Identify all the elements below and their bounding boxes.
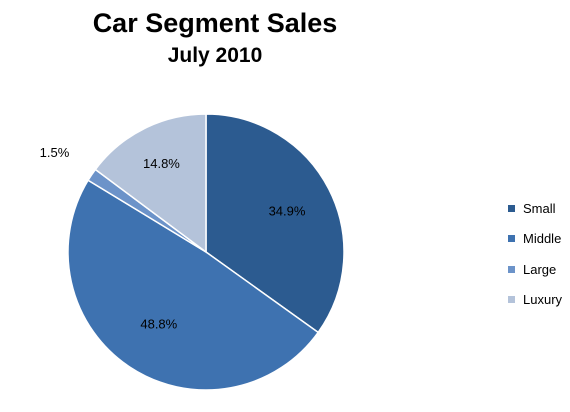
slice-label-luxury: 14.8% bbox=[143, 156, 180, 171]
legend-swatch bbox=[508, 296, 515, 303]
legend: Small Middle Large Luxury bbox=[508, 200, 562, 322]
legend-item-luxury: Luxury bbox=[508, 292, 562, 308]
chart-subtitle: July 2010 bbox=[167, 44, 263, 67]
legend-item-small: Small bbox=[508, 200, 562, 216]
slice-label-large: 1.5% bbox=[40, 145, 70, 160]
pie-slice-luxury bbox=[94, 113, 207, 254]
legend-swatch bbox=[508, 204, 515, 212]
legend-swatch bbox=[508, 265, 515, 273]
legend-item-middle: Middle bbox=[508, 231, 562, 247]
pie-slice-middle bbox=[67, 179, 320, 391]
slice-label-middle: 48.8% bbox=[140, 316, 177, 331]
pie-slice-small bbox=[205, 113, 345, 334]
slice-label-small: 34.9% bbox=[269, 203, 306, 218]
legend-swatch bbox=[508, 235, 515, 242]
chart-title: Car Segment Sales bbox=[92, 8, 338, 38]
legend-label: Middle bbox=[523, 231, 562, 246]
legend-item-large: Large bbox=[508, 261, 562, 277]
legend-label: Small bbox=[523, 200, 556, 216]
legend-label: Luxury bbox=[523, 292, 563, 307]
legend-label: Large bbox=[523, 261, 557, 277]
